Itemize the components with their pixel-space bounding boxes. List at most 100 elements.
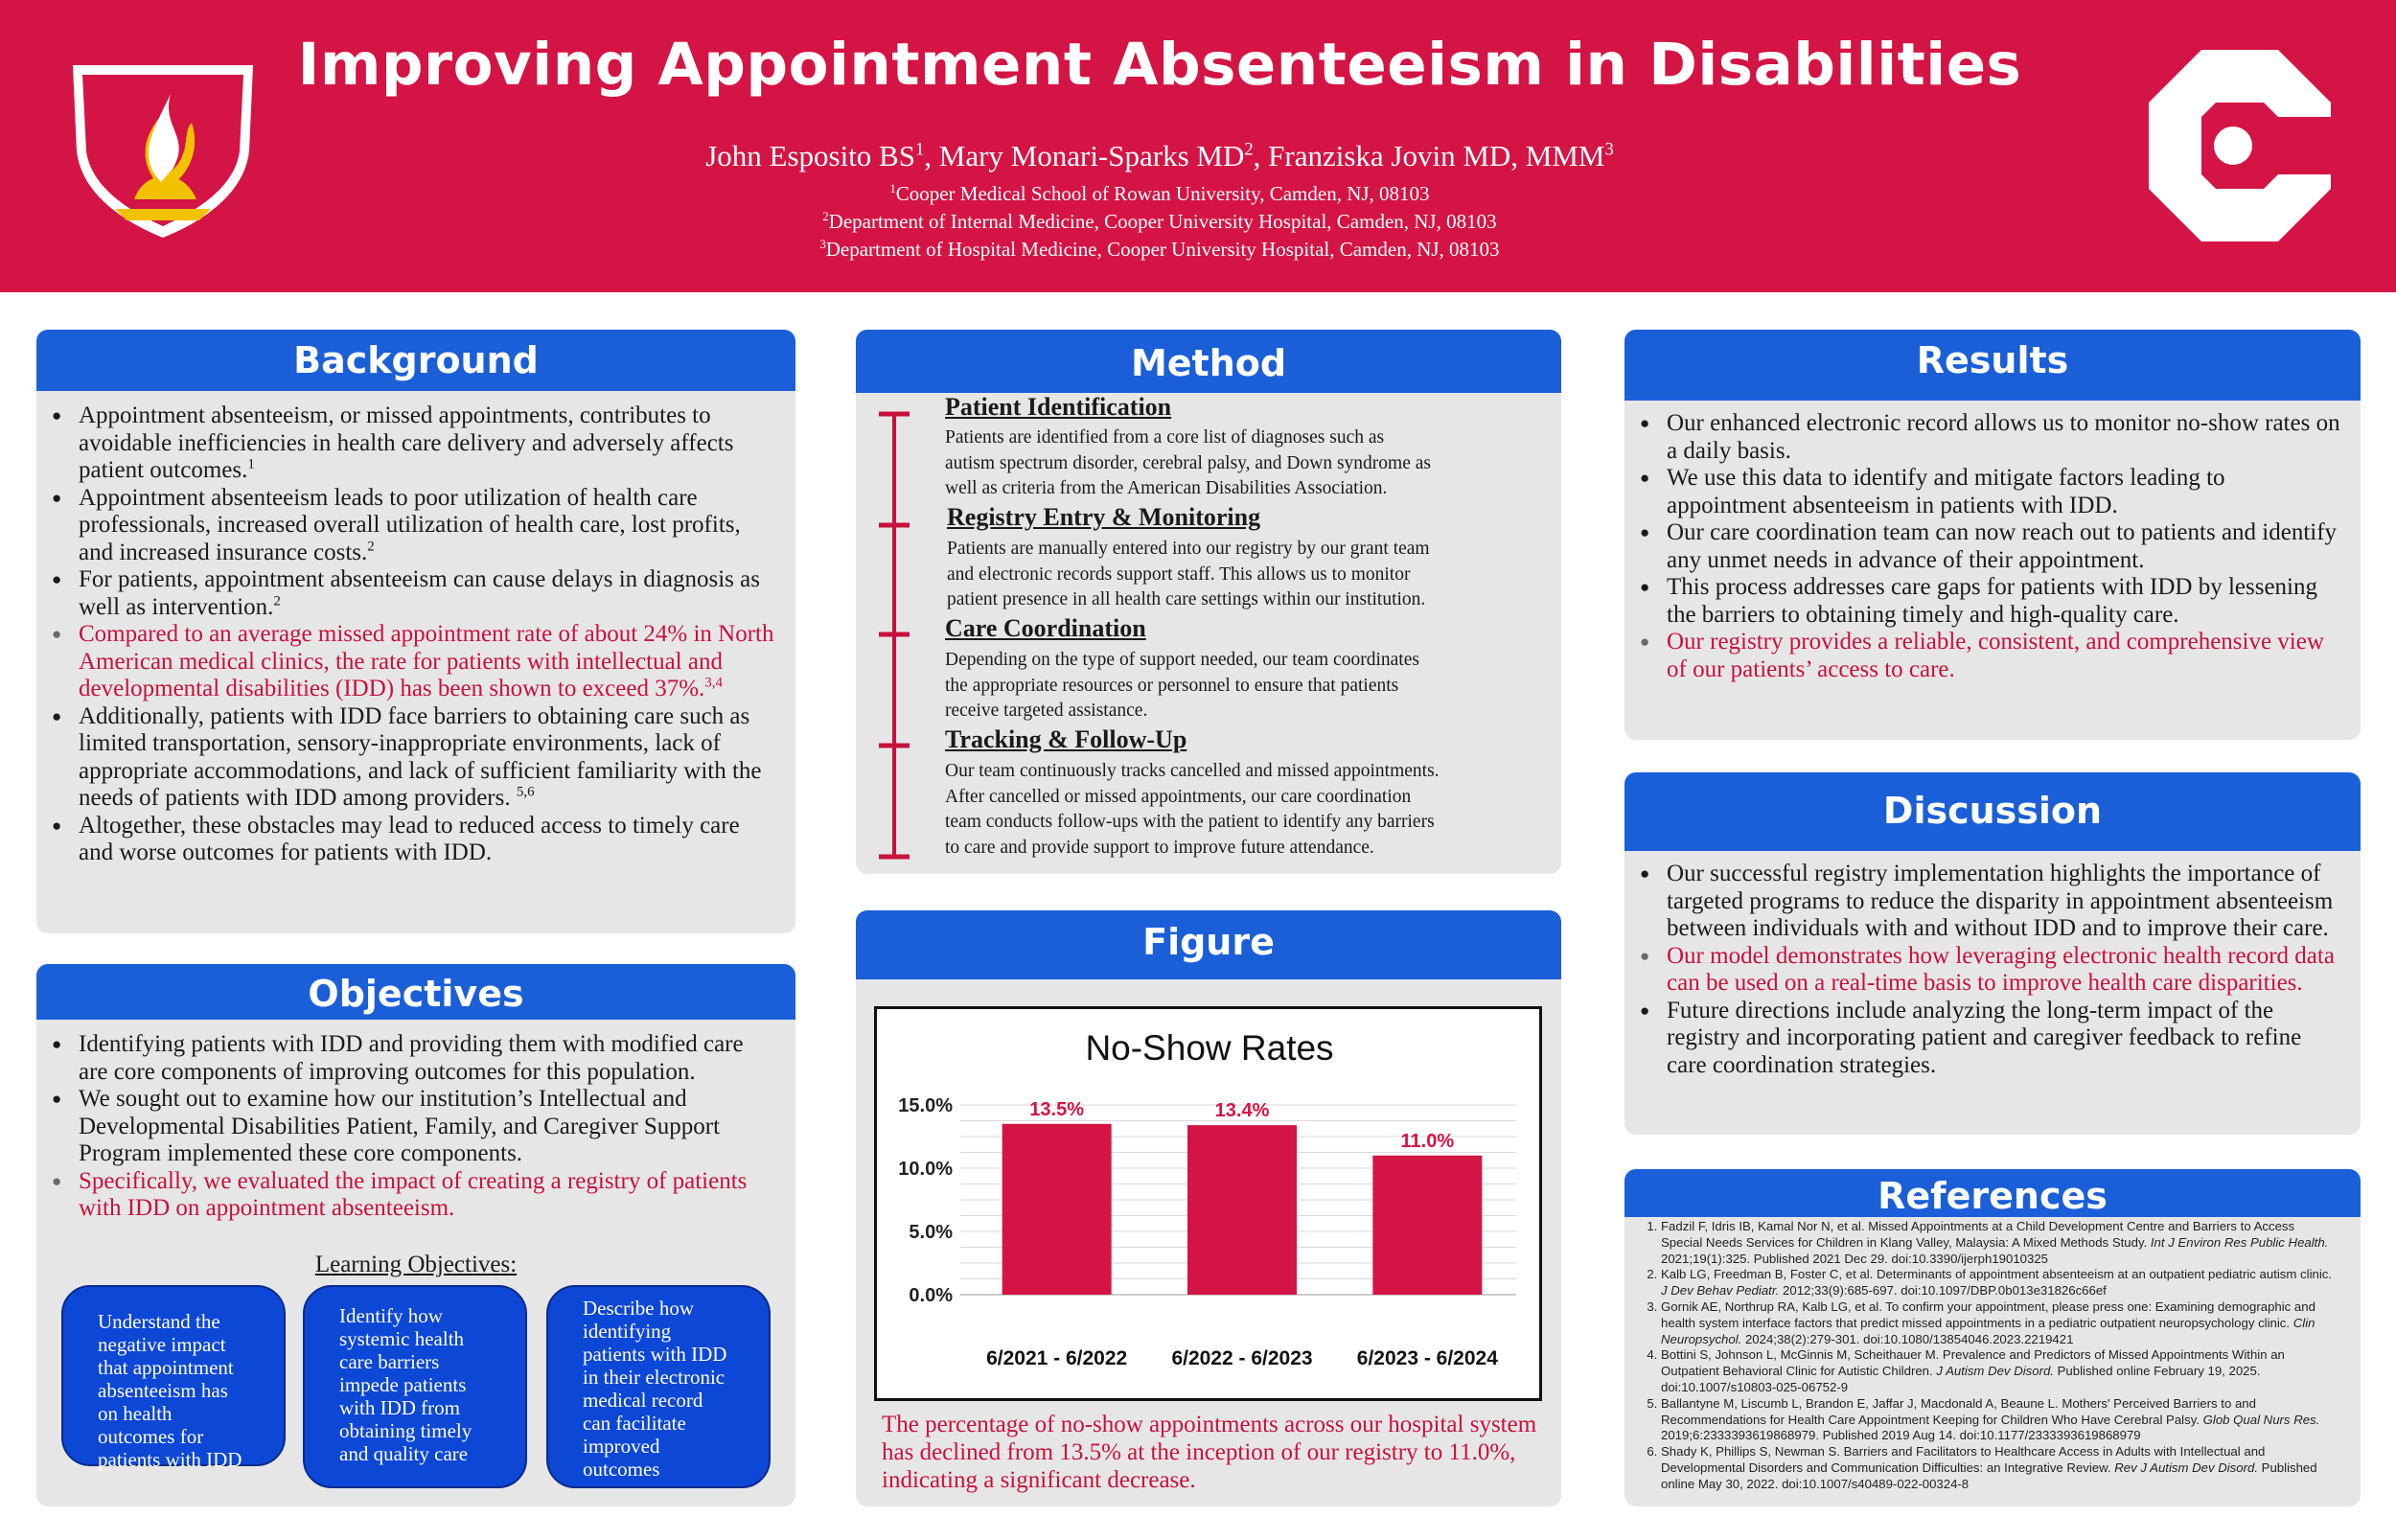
discussion-bullet: Our successful registry implementation h… <box>1640 861 2341 943</box>
affiliation-text: Department of Hospital Medicine, Cooper … <box>825 238 1500 261</box>
author-name: Mary Monari-Sparks MD <box>938 139 1245 172</box>
method-step-text: Depending on the type of support needed,… <box>945 648 1419 724</box>
learning-objectives-title: Learning Objectives: <box>314 1252 518 1277</box>
affiliation-line: 2Department of Internal Medicine, Cooper… <box>0 210 2319 234</box>
affiliation-marker: 2 <box>822 210 829 223</box>
background-bullet: Compared to an average missed appointmen… <box>52 621 776 703</box>
references-body: Fadzil F, Idris IB, Kamal Nor N, et al. … <box>1624 1219 2361 1493</box>
y-tick-label: 10.0% <box>898 1159 953 1180</box>
reference-journal: Clin Neuropsychol. <box>1661 1315 2315 1346</box>
reference-journal: Int J Environ Res Public Health. <box>2150 1234 2329 1250</box>
method-panel: Method Patient Identification Patients a… <box>856 330 1561 874</box>
results-heading: Results <box>1624 330 2361 401</box>
objectives-panel: Objectives Identifying patients with IDD… <box>36 964 795 1506</box>
discussion-bullet-text: Future directions include analyzing the … <box>1667 997 2302 1078</box>
background-bullet: For patients, appointment absenteeism ca… <box>52 566 776 621</box>
discussion-heading: Discussion <box>1624 772 2361 851</box>
x-tick-label: 6/2023 - 6/2024 <box>1357 1347 1498 1369</box>
learning-objective-line: impede patients <box>339 1373 467 1396</box>
results-bullet: Our registry provides a reliable, consis… <box>1640 629 2341 683</box>
background-list: Appointment absenteeism, or missed appoi… <box>36 402 776 867</box>
y-tick-label: 15.0% <box>898 1095 953 1116</box>
chart-bar <box>1002 1123 1112 1295</box>
learning-objective-line: Describe how <box>583 1297 695 1320</box>
reference-item: Ballantyne M, Liscumb L, Brandon E, Jaff… <box>1661 1396 2339 1444</box>
x-tick-label: 6/2022 - 6/2023 <box>1171 1347 1312 1369</box>
references-heading: References <box>1624 1169 2361 1217</box>
author-name: Franziska Jovin MD, MMM <box>1268 139 1605 172</box>
method-step-line: well as criteria from the American Disab… <box>945 478 1388 498</box>
method-step-line: After cancelled or missed appointments, … <box>945 786 1412 807</box>
method-step-line: Depending on the type of support needed,… <box>945 650 1419 670</box>
method-timeline <box>879 411 910 860</box>
method-step-line: to care and provide support to improve f… <box>945 837 1374 858</box>
discussion-bullet: Our model demonstrates how leveraging el… <box>1640 943 2341 998</box>
learning-objective-line: negative impact <box>98 1333 226 1356</box>
objectives-heading: Objectives <box>36 964 795 1020</box>
background-bullet-text: For patients, appointment absenteeism ca… <box>79 566 760 620</box>
reference-journal: J Dev Behav Pediatr. <box>1661 1283 1780 1299</box>
results-bullet: Our enhanced electronic record allows us… <box>1640 410 2341 465</box>
method-step-line: autism spectrum disorder, cerebral palsy… <box>945 452 1431 473</box>
reference-details: 2024;38(2):279-301. doi:10.1080/13854046… <box>1741 1331 2074 1346</box>
background-bullet-text: Additionally, patients with IDD face bar… <box>79 702 762 812</box>
learning-objective-box: Identify how systemic health care barriers… <box>303 1285 527 1488</box>
citation-marker: 2 <box>273 593 281 609</box>
results-body: Our enhanced electronic record allows us… <box>1624 410 2361 683</box>
learning-objective-line: Identify how <box>339 1304 443 1327</box>
citation-marker: 5,6 <box>516 784 535 800</box>
objective-bullet-text: Specifically, we evaluated the impact of… <box>79 1167 748 1222</box>
objective-bullet-text: Identifying patients with IDD and provid… <box>79 1031 744 1085</box>
background-panel: Background Appointment absenteeism, or m… <box>36 330 795 933</box>
reference-details: 2012;33(9):685-697. doi:10.1097/DBP.0b01… <box>1779 1283 2107 1299</box>
learning-objective-line: care barriers <box>339 1350 440 1373</box>
shield-logo-icon <box>73 65 253 238</box>
learning-objective-line: absenteeism has <box>98 1379 228 1402</box>
objectives-list: Identifying patients with IDD and provid… <box>36 1031 776 1223</box>
figure-heading: Figure <box>856 910 1561 979</box>
results-list: Our enhanced electronic record allows us… <box>1624 410 2341 683</box>
learning-objective-box: Understand the negative impact that appoin… <box>61 1285 286 1471</box>
learning-objective-line: Understand the <box>98 1310 220 1333</box>
y-tick-label: 0.0% <box>909 1285 953 1306</box>
x-tick-label: 6/2021 - 6/2022 <box>986 1347 1127 1369</box>
method-step-line: Our team continuously tracks cancelled a… <box>945 761 1440 781</box>
learning-objective-line: improved <box>583 1435 660 1458</box>
learning-objective-line: medical record <box>583 1389 703 1412</box>
author-affiliation-marker: 2 <box>1244 139 1254 160</box>
discussion-bullet: Future directions include analyzing the … <box>1640 997 2341 1080</box>
method-step-line: patient presence in all health care sett… <box>947 589 1426 609</box>
background-body: Appointment absenteeism, or missed appoi… <box>36 402 795 867</box>
method-step-text: Patients are manually entered into our r… <box>947 537 1430 613</box>
method-step-line: team conducts follow-ups with the patien… <box>945 812 1435 832</box>
reference-item: Gornik AE, Northrup RA, Kalb LG, et al. … <box>1661 1299 2339 1347</box>
learning-objective-line: can facilitate <box>583 1412 686 1435</box>
reference-details: 2019;6:2333393619868979. Published 2019 … <box>1661 1428 2141 1443</box>
affiliation-marker: 1 <box>889 182 896 195</box>
results-panel: Results Our enhanced electronic record a… <box>1624 330 2361 740</box>
learning-objective-line: patients with IDD <box>583 1343 727 1366</box>
objectives-body: Identifying patients with IDD and provid… <box>36 1031 795 1223</box>
chart-bar <box>1187 1125 1297 1295</box>
reference-details: 2021;19(1):325. Published 2021 Dec 29. d… <box>1661 1251 2049 1266</box>
background-bullet: Altogether, these obstacles may lead to … <box>52 813 776 867</box>
bar-value-label: 13.5% <box>1029 1099 1084 1120</box>
learning-objective-line: outcomes <box>583 1458 660 1481</box>
results-bullet-text: Our registry provides a reliable, consis… <box>1667 629 2324 682</box>
discussion-bullet-text: Our successful registry implementation h… <box>1667 861 2334 941</box>
method-step-title: Care Coordination <box>945 614 1146 642</box>
learning-objective-line: identifying <box>583 1320 672 1343</box>
reference-text: Fadzil F, Idris IB, Kamal Nor N, et al. … <box>1661 1219 2295 1250</box>
reference-details: Published online May 30, 2022. doi:10.10… <box>1661 1460 2317 1491</box>
affiliation-marker: 3 <box>819 238 826 251</box>
learning-objective-line: patients with IDD <box>98 1448 242 1471</box>
citation-marker: 1 <box>247 456 255 472</box>
reference-details: Published online February 19, 2025. doi:… <box>1661 1364 2261 1394</box>
chart-title: No-Show Rates <box>1085 1028 1333 1068</box>
reference-text: Ballantyne M, Liscumb L, Brandon E, Jaff… <box>1661 1395 2256 1427</box>
learning-objective-box: Describe how identifying patients with IDD… <box>546 1285 771 1488</box>
learning-objective-line: obtaining timely <box>339 1419 472 1442</box>
affiliation-text: Department of Internal Medicine, Cooper … <box>828 210 1497 233</box>
results-bullet-text: This process addresses care gaps for pat… <box>1667 574 2317 628</box>
no-show-rate-chart: No-Show Rates 0.0% 5.0% 10.0% 15.0% 13.5% 6/20… <box>874 1006 1542 1401</box>
